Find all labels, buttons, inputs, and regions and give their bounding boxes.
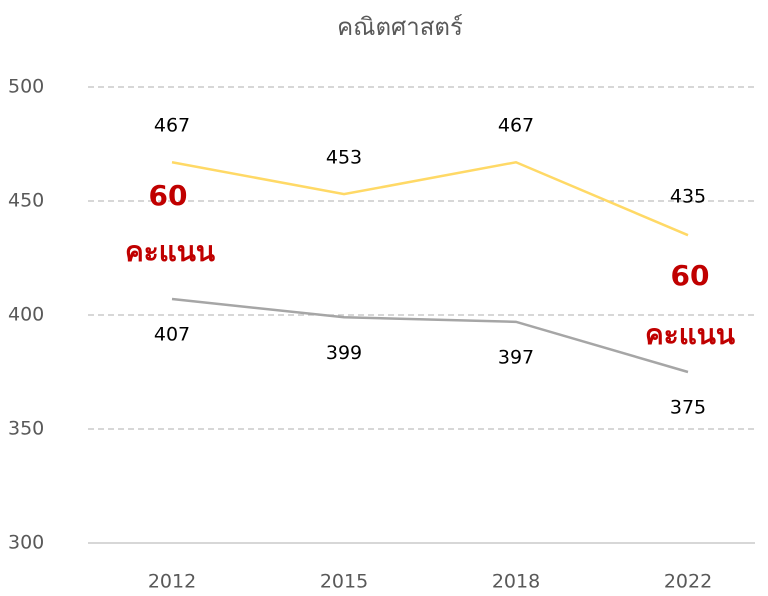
value-label: 467	[498, 115, 534, 137]
series-line	[171, 297, 689, 374]
value-label: 467	[154, 115, 190, 137]
y-tick-label: 450	[8, 190, 44, 212]
value-label: 407	[154, 324, 190, 346]
y-tick-label: 350	[8, 418, 44, 440]
annotation: 60	[149, 179, 188, 212]
y-tick-label: 500	[8, 76, 44, 98]
x-tick-label: 2015	[320, 571, 368, 593]
chart-title: คณิตศาสตร์	[337, 13, 463, 41]
y-tick-label: 400	[8, 304, 44, 326]
x-tick-label: 2022	[664, 571, 712, 593]
value-label: 453	[326, 147, 362, 169]
x-tick-label: 2018	[492, 571, 540, 593]
value-label: 375	[670, 397, 706, 419]
value-label: 399	[326, 342, 362, 364]
value-label: 397	[498, 346, 534, 368]
x-tick-label: 2012	[148, 571, 196, 593]
value-label: 435	[670, 186, 706, 208]
series-line	[171, 160, 689, 237]
y-tick-label: 300	[8, 532, 44, 554]
annotation: คะแนน	[645, 318, 735, 351]
annotation: คะแนน	[125, 235, 215, 268]
annotation: 60	[671, 259, 710, 292]
